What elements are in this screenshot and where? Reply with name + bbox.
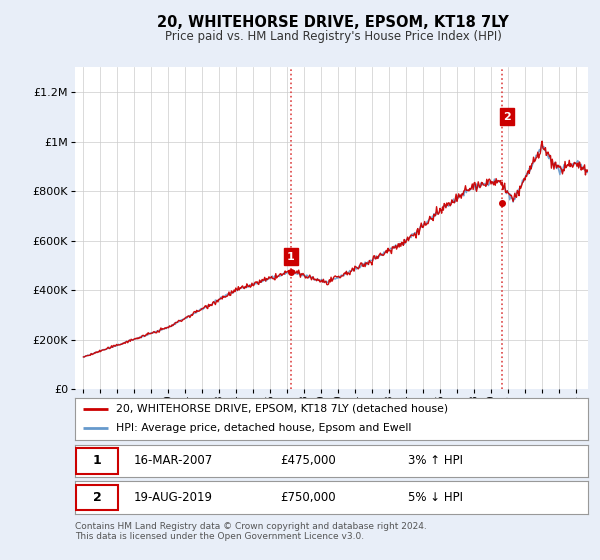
Text: £750,000: £750,000 [280,491,336,504]
Text: 1: 1 [287,251,295,262]
Text: 20, WHITEHORSE DRIVE, EPSOM, KT18 7LY: 20, WHITEHORSE DRIVE, EPSOM, KT18 7LY [157,15,509,30]
Text: 1: 1 [92,454,101,468]
Text: 20, WHITEHORSE DRIVE, EPSOM, KT18 7LY (detached house): 20, WHITEHORSE DRIVE, EPSOM, KT18 7LY (d… [116,404,448,414]
Text: 19-AUG-2019: 19-AUG-2019 [134,491,213,504]
Text: 2: 2 [92,491,101,504]
Text: 16-MAR-2007: 16-MAR-2007 [134,454,213,468]
Text: HPI: Average price, detached house, Epsom and Ewell: HPI: Average price, detached house, Epso… [116,423,412,433]
Text: £475,000: £475,000 [280,454,336,468]
FancyBboxPatch shape [76,448,118,474]
Text: Contains HM Land Registry data © Crown copyright and database right 2024.
This d: Contains HM Land Registry data © Crown c… [75,522,427,542]
FancyBboxPatch shape [76,484,118,510]
Text: 3% ↑ HPI: 3% ↑ HPI [409,454,463,468]
Text: 2: 2 [503,112,511,122]
Text: 5% ↓ HPI: 5% ↓ HPI [409,491,463,504]
Text: Price paid vs. HM Land Registry's House Price Index (HPI): Price paid vs. HM Land Registry's House … [164,30,502,43]
